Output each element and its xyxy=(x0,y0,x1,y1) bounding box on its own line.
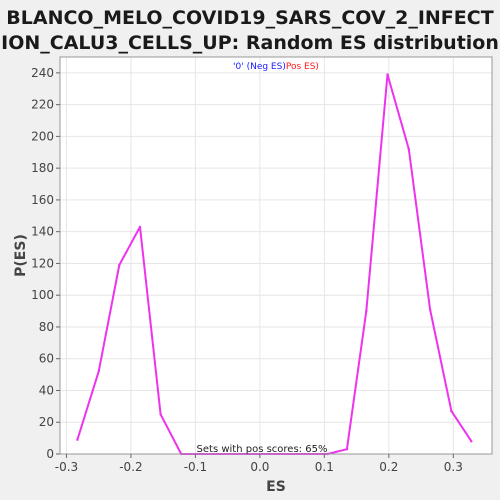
y-tick-label: 220 xyxy=(31,98,54,112)
sets-pos-annotation: Sets with pos scores: 65% xyxy=(197,444,328,455)
y-tick-label: 120 xyxy=(31,256,54,270)
y-tick-label: 80 xyxy=(39,320,54,334)
data-point xyxy=(76,438,79,441)
data-point xyxy=(428,308,432,311)
chart-title-line-1: BLANCO_MELO_COVID19_SARS_COV_2_INFECT xyxy=(6,7,493,29)
x-tick-label: 0.3 xyxy=(444,460,463,474)
data-point xyxy=(97,370,100,373)
y-tick-label: 140 xyxy=(31,225,54,239)
x-tick-label: 0.2 xyxy=(379,460,398,474)
x-tick-label: -0.2 xyxy=(119,460,142,474)
legend: '0' (Neg ES)Pos ES) xyxy=(233,62,319,72)
y-tick-label: 180 xyxy=(31,161,54,175)
x-tick-label: -0.1 xyxy=(184,460,207,474)
data-point xyxy=(450,409,453,413)
y-tick-label: 40 xyxy=(39,383,54,397)
data-point xyxy=(345,448,349,451)
chart-title-line-2: ION_CALU3_CELLS_UP: Random ES distributi… xyxy=(1,32,499,54)
legend-pos-label: Pos ES) xyxy=(286,62,319,72)
y-tick-label: 60 xyxy=(39,352,54,366)
x-axis-label: ES xyxy=(266,479,286,495)
y-tick-label: 240 xyxy=(31,66,54,80)
plot-area xyxy=(60,57,492,454)
data-point xyxy=(118,263,121,267)
data-point xyxy=(138,225,142,229)
legend-neg-label: '0' (Neg ES) xyxy=(233,62,286,72)
x-tick-label: 0.1 xyxy=(315,460,334,474)
x-tick-label: 0.0 xyxy=(250,460,269,474)
y-axis-label: P(ES) xyxy=(13,234,29,277)
y-tick-label: 160 xyxy=(31,193,54,207)
data-point xyxy=(386,73,389,76)
y-tick-label: 100 xyxy=(31,288,54,302)
x-tick-label: -0.3 xyxy=(55,460,78,474)
plot-border xyxy=(59,56,493,455)
data-point xyxy=(470,440,473,443)
y-tick-label: 20 xyxy=(39,415,54,429)
data-point xyxy=(159,413,162,416)
y-tick-label: 200 xyxy=(31,129,54,143)
data-point xyxy=(407,147,411,151)
data-point xyxy=(365,309,368,313)
y-tick-label: 0 xyxy=(46,447,54,461)
